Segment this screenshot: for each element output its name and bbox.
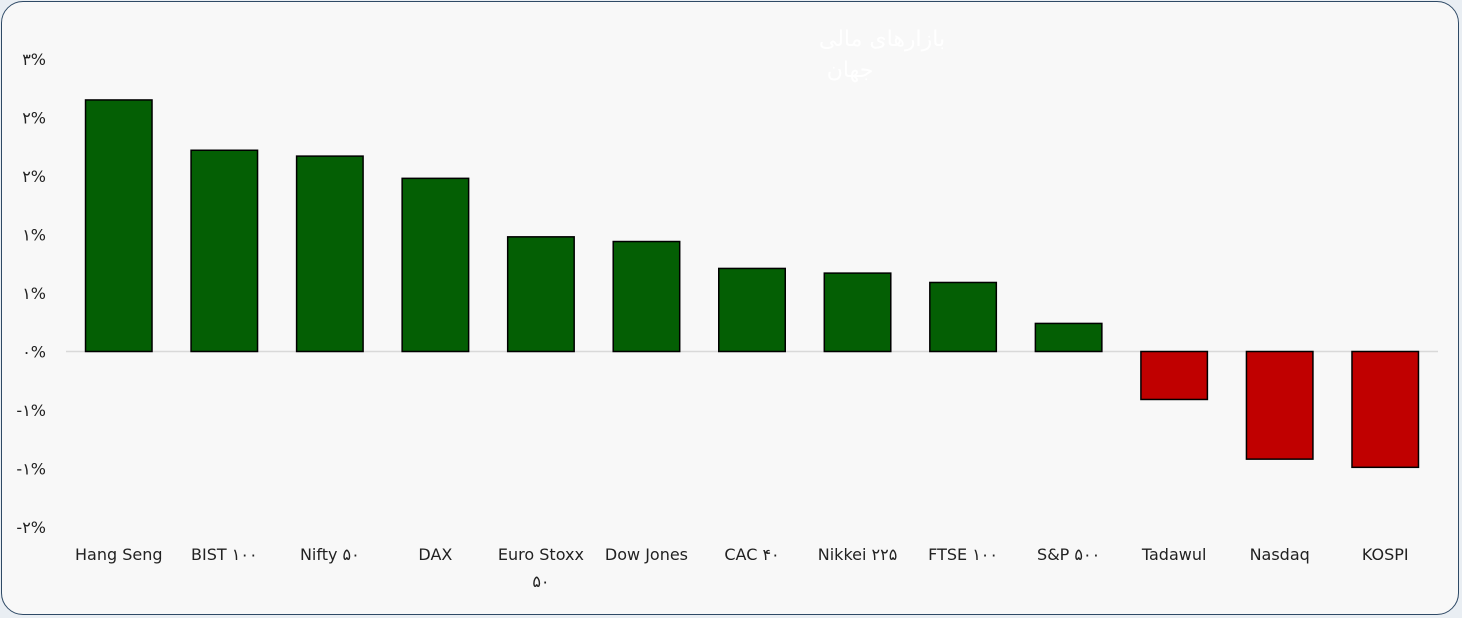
y-tick-label: ۲% <box>22 167 46 186</box>
y-tick-label: ۲% <box>22 109 46 128</box>
bar <box>295 155 364 353</box>
x-tick-label: Nikkei ۲۲۵ <box>818 545 898 564</box>
x-tick-label: Dow Jones <box>605 545 688 564</box>
bar <box>612 240 681 353</box>
bars <box>84 99 1420 469</box>
x-tick-label-line: FTSE ۱۰۰ <box>928 545 998 564</box>
chart-title-line-2: جهان <box>827 58 874 83</box>
x-tick-label-line: Hang Seng <box>75 545 163 564</box>
bar <box>929 281 998 353</box>
bar <box>718 267 786 353</box>
x-tick-label: FTSE ۱۰۰ <box>928 545 998 564</box>
x-tick-label-line: KOSPI <box>1362 545 1409 564</box>
x-tick-label-line: S&P ۵۰۰ <box>1037 545 1100 564</box>
bar <box>506 236 575 353</box>
bar <box>1140 350 1209 401</box>
x-tick-label-line: Nasdaq <box>1250 545 1310 564</box>
x-tick-label-line: ۵۰ <box>532 572 549 591</box>
x-tick-label-line: BIST ۱۰۰ <box>191 545 258 564</box>
y-axis: ۳% ۲% ۲% ۱% ۱% ۰% -۱% -۱% -۲% <box>16 50 46 537</box>
x-tick-label-line: Tadawul <box>1141 545 1207 564</box>
bar <box>190 149 259 353</box>
x-tick-label: Tadawul <box>1141 545 1207 564</box>
bar <box>1351 350 1420 469</box>
x-tick-label-line: Euro Stoxx <box>498 545 584 564</box>
x-axis: Hang Seng BIST ۱۰۰ Nifty ۵۰ DAX Euro Stoxx ۵۰… <box>75 545 1409 591</box>
bar <box>1245 350 1314 460</box>
x-tick-label: Euro Stoxx ۵۰ <box>498 545 584 591</box>
x-tick-label: KOSPI <box>1362 545 1409 564</box>
x-tick-label-line: DAX <box>418 545 452 564</box>
bar <box>1034 322 1103 353</box>
x-tick-label: BIST ۱۰۰ <box>191 545 258 564</box>
y-tick-label: ۳% <box>22 50 46 69</box>
y-tick-label: ۱% <box>22 226 46 245</box>
y-tick-label: ۰% <box>22 343 46 362</box>
x-tick-label: Nasdaq <box>1250 545 1310 564</box>
y-tick-label: -۱% <box>16 401 46 420</box>
x-tick-label: S&P ۵۰۰ <box>1037 545 1100 564</box>
chart-title-line-1: بازارهای مالی <box>819 27 945 52</box>
bar <box>84 99 153 353</box>
y-tick-label: -۱% <box>16 460 46 479</box>
x-tick-label-line: Dow Jones <box>605 545 688 564</box>
x-tick-label: DAX <box>418 545 452 564</box>
x-tick-label-line: CAC ۴۰ <box>724 545 779 564</box>
x-tick-label-line: Nifty ۵۰ <box>300 545 360 564</box>
bar <box>823 272 892 353</box>
x-tick-label: Hang Seng <box>75 545 163 564</box>
bar <box>401 177 470 353</box>
x-tick-label: Nifty ۵۰ <box>300 545 360 564</box>
x-tick-label: CAC ۴۰ <box>724 545 779 564</box>
y-tick-label: -۲% <box>16 518 46 537</box>
y-tick-label: ۱% <box>22 284 46 303</box>
x-tick-label-line: Nikkei ۲۲۵ <box>818 545 898 564</box>
